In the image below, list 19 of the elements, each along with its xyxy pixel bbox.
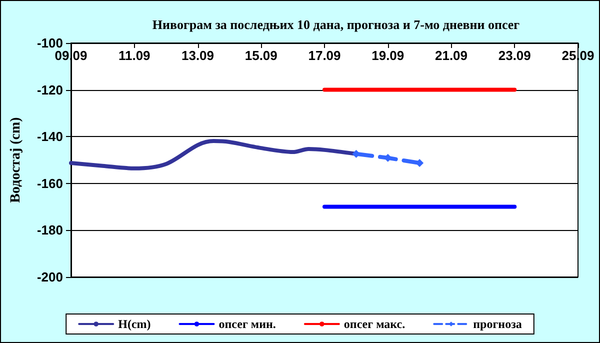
- y-tick-label: -100: [36, 36, 63, 50]
- x-tick-label: 13.09: [181, 48, 214, 63]
- x-tick-label: 23.09: [498, 48, 531, 63]
- chart-title: Нивограм за последњих 10 дана, прогноза и 7-мо дневни опсег: [152, 17, 520, 32]
- y-axis-title: Водостај (cm): [8, 116, 24, 203]
- y-tick-label: -180: [36, 222, 63, 238]
- y-tick-label: -160: [36, 176, 63, 191]
- y-tick-label: -120: [36, 82, 63, 98]
- x-tick-label: 15.09: [244, 48, 278, 63]
- x-tick-label: 17.09: [308, 48, 341, 63]
- x-tick-label: 11.09: [118, 48, 150, 63]
- y-tick-label: -200: [36, 270, 63, 284]
- legend-label: прогноза: [473, 317, 522, 331]
- legend-label: опсег мин.: [218, 317, 276, 331]
- legend-label: H(cm): [118, 317, 151, 331]
- x-tick-label: 19.09: [372, 48, 404, 63]
- x-tick-label: 21.09: [434, 48, 468, 63]
- y-tick-label: -140: [36, 129, 63, 144]
- legend-label: опсег макс.: [344, 317, 406, 331]
